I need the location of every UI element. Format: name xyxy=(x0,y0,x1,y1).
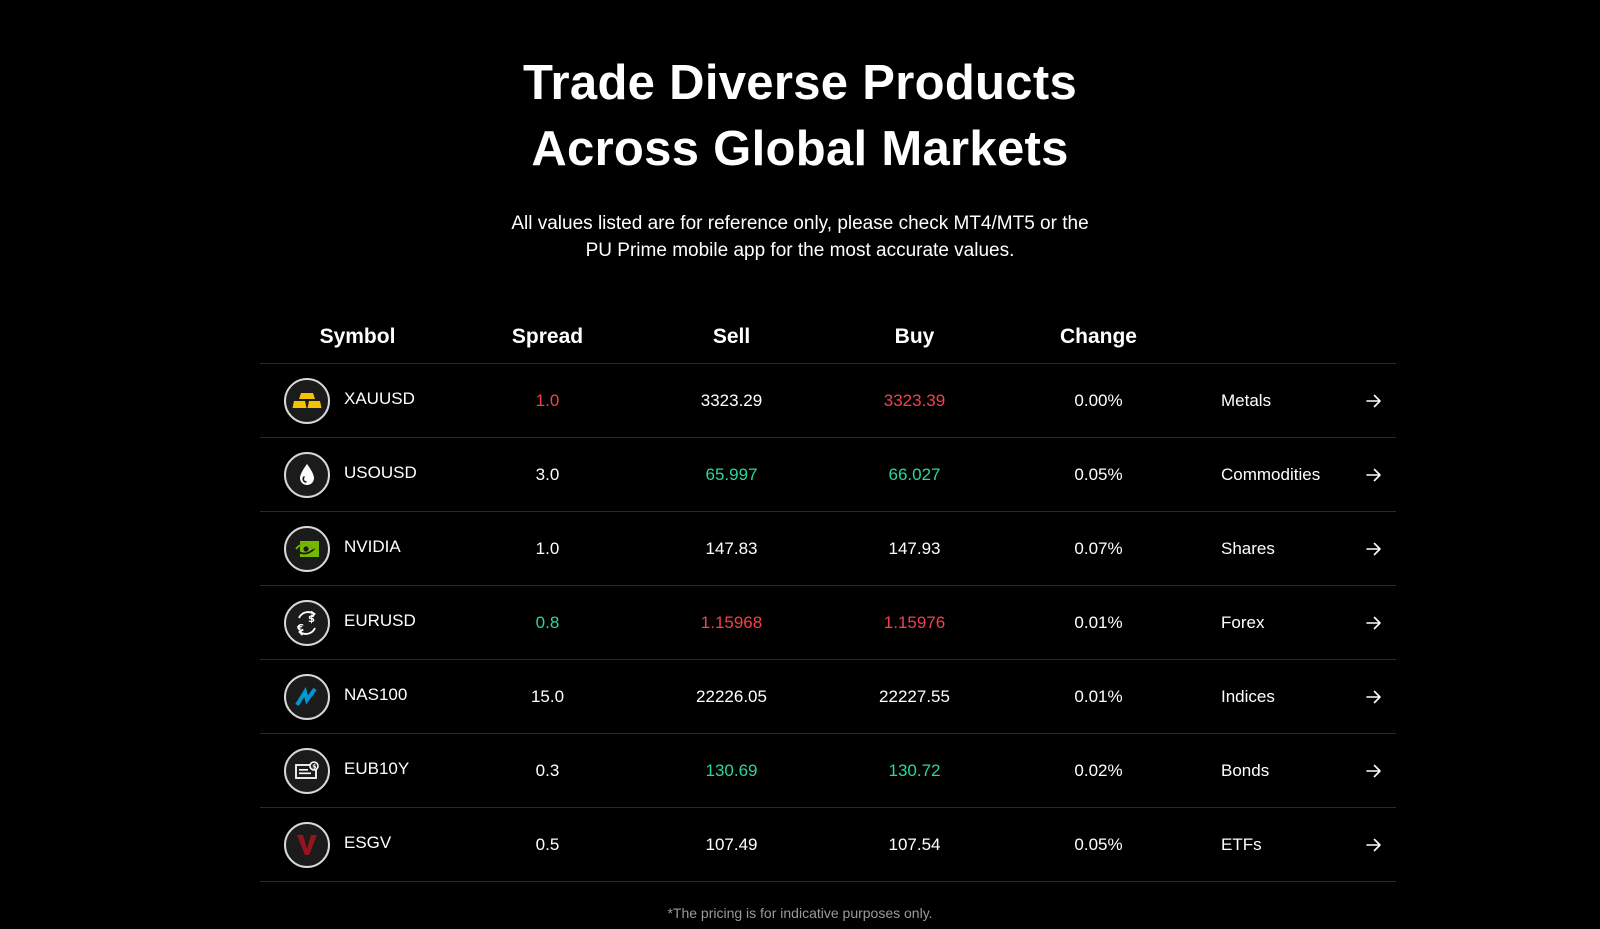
change-percent: 0.01% xyxy=(1074,612,1123,632)
gold-bars-icon xyxy=(284,377,330,424)
buy-price: 66.027 xyxy=(888,464,941,484)
change-percent: 0.02% xyxy=(1074,760,1123,780)
symbol-name: EUB10Y xyxy=(344,758,410,778)
sell-price: 22226.05 xyxy=(696,686,767,706)
change-percent: 0.01% xyxy=(1074,686,1123,706)
svg-text:€: € xyxy=(296,623,304,634)
table-row-nvidia[interactable]: NVIDIA 1.0 147.83 147.93 0.07% Shares xyxy=(260,512,1396,586)
symbol-name: USOUSD xyxy=(344,462,417,482)
page-title-line-2: Across Global Markets xyxy=(531,122,1069,176)
arrow-right-icon[interactable] xyxy=(1351,394,1396,408)
header-sell: Sell xyxy=(712,325,751,348)
bond-document-icon: $ xyxy=(284,747,330,794)
arrow-right-icon[interactable] xyxy=(1351,764,1396,778)
sell-price: 130.69 xyxy=(705,760,758,780)
spread-value: 1.0 xyxy=(535,390,560,410)
table-row-usousd[interactable]: USOUSD 3.0 65.997 66.027 0.05% Commoditi… xyxy=(260,438,1396,512)
arrow-right-icon[interactable] xyxy=(1351,616,1396,630)
buy-price: 130.72 xyxy=(888,760,941,780)
spread-value: 1.0 xyxy=(535,538,560,558)
category-link[interactable]: Forex xyxy=(1221,612,1265,632)
header-symbol: Symbol xyxy=(319,325,396,348)
subtitle-line-1: All values listed are for reference only… xyxy=(511,213,1089,234)
sell-price: 147.83 xyxy=(705,538,758,558)
sell-price: 107.49 xyxy=(705,834,758,854)
nasdaq-logo-icon xyxy=(284,673,330,720)
page-title-line-1: Trade Diverse Products xyxy=(523,56,1077,110)
buy-price: 147.93 xyxy=(888,538,941,558)
sell-price: 65.997 xyxy=(705,464,758,484)
page-subtitle: All values listed are for reference only… xyxy=(480,210,1120,264)
svg-text:$: $ xyxy=(312,763,316,770)
table-header: Symbol Spread Sell Buy Change xyxy=(260,311,1396,364)
buy-price: 22227.55 xyxy=(879,686,950,706)
page-title: Trade Diverse Products Across Global Mar… xyxy=(0,50,1600,182)
symbol-name: XAUUSD xyxy=(344,388,415,408)
spread-value: 0.3 xyxy=(535,760,560,780)
oil-drop-icon xyxy=(284,451,330,498)
table-row-esgv[interactable]: ESGV 0.5 107.49 107.54 0.05% ETFs xyxy=(260,808,1396,882)
symbol-name: EURUSD xyxy=(344,610,416,630)
symbol-name: ESGV xyxy=(344,832,392,852)
hero-section: Trade Diverse Products Across Global Mar… xyxy=(0,50,1600,264)
table-row-xauusd[interactable]: XAUUSD 1.0 3323.29 3323.39 0.00% Metals xyxy=(260,364,1396,438)
change-percent: 0.05% xyxy=(1074,464,1123,484)
spread-value: 0.5 xyxy=(535,834,560,854)
arrow-right-icon[interactable] xyxy=(1351,542,1396,556)
header-change: Change xyxy=(1059,325,1137,348)
arrow-right-icon[interactable] xyxy=(1351,838,1396,852)
category-link[interactable]: Commodities xyxy=(1221,464,1321,484)
buy-price: 3323.39 xyxy=(883,390,946,410)
sell-price: 3323.29 xyxy=(700,390,763,410)
subtitle-line-2: PU Prime mobile app for the most accurat… xyxy=(585,240,1015,261)
category-link[interactable]: ETFs xyxy=(1221,834,1262,854)
table-row-eurusd[interactable]: $ € EURUSD 0.8 1.15968 1.15976 0.01% For… xyxy=(260,586,1396,660)
spread-value: 15.0 xyxy=(530,686,565,706)
change-percent: 0.05% xyxy=(1074,834,1123,854)
header-spread: Spread xyxy=(511,325,584,348)
header-buy: Buy xyxy=(894,325,935,348)
spread-value: 0.8 xyxy=(535,612,560,632)
table-row-eub10y[interactable]: $ EUB10Y 0.3 130.69 130.72 0.02% Bonds xyxy=(260,734,1396,808)
svg-text:$: $ xyxy=(308,614,315,625)
buy-price: 1.15976 xyxy=(883,612,946,632)
symbol-name: NAS100 xyxy=(344,684,408,704)
change-percent: 0.07% xyxy=(1074,538,1123,558)
category-link[interactable]: Shares xyxy=(1221,538,1275,558)
category-link[interactable]: Metals xyxy=(1221,390,1272,410)
arrow-right-icon[interactable] xyxy=(1351,690,1396,704)
arrow-right-icon[interactable] xyxy=(1351,468,1396,482)
sell-price: 1.15968 xyxy=(700,612,763,632)
table-row-nas100[interactable]: NAS100 15.0 22226.05 22227.55 0.01% Indi… xyxy=(260,660,1396,734)
symbol-name: NVIDIA xyxy=(344,536,401,556)
change-percent: 0.00% xyxy=(1074,390,1123,410)
pricing-disclaimer: *The pricing is for indicative purposes … xyxy=(667,905,933,921)
nvidia-logo-icon xyxy=(284,525,330,572)
category-link[interactable]: Indices xyxy=(1221,686,1275,706)
spread-value: 3.0 xyxy=(535,464,560,484)
category-link[interactable]: Bonds xyxy=(1221,760,1270,780)
vanguard-logo-icon xyxy=(284,821,330,868)
buy-price: 107.54 xyxy=(888,834,941,854)
currency-exchange-icon: $ € xyxy=(284,599,330,646)
markets-table: Symbol Spread Sell Buy Change XAUUSD 1.0… xyxy=(260,311,1396,882)
